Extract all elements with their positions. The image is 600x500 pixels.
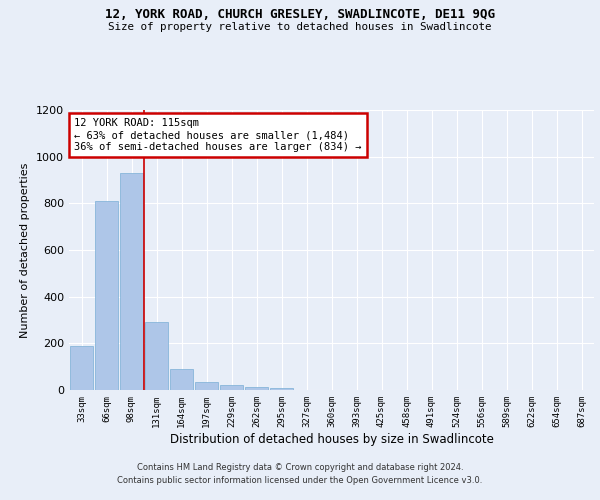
Bar — [220, 386, 243, 390]
Text: Size of property relative to detached houses in Swadlincote: Size of property relative to detached ho… — [108, 22, 492, 32]
Text: Contains public sector information licensed under the Open Government Licence v3: Contains public sector information licen… — [118, 476, 482, 485]
Text: 12 YORK ROAD: 115sqm
← 63% of detached houses are smaller (1,484)
36% of semi-de: 12 YORK ROAD: 115sqm ← 63% of detached h… — [74, 118, 362, 152]
Text: 12, YORK ROAD, CHURCH GRESLEY, SWADLINCOTE, DE11 9QG: 12, YORK ROAD, CHURCH GRESLEY, SWADLINCO… — [105, 8, 495, 20]
Bar — [70, 346, 93, 390]
Text: Contains HM Land Registry data © Crown copyright and database right 2024.: Contains HM Land Registry data © Crown c… — [137, 462, 463, 471]
Bar — [245, 386, 268, 390]
Y-axis label: Number of detached properties: Number of detached properties — [20, 162, 31, 338]
Bar — [95, 201, 118, 390]
Bar — [270, 388, 293, 390]
X-axis label: Distribution of detached houses by size in Swadlincote: Distribution of detached houses by size … — [170, 432, 493, 446]
Bar — [120, 173, 143, 390]
Bar — [170, 369, 193, 390]
Bar — [195, 382, 218, 390]
Bar — [145, 322, 168, 390]
